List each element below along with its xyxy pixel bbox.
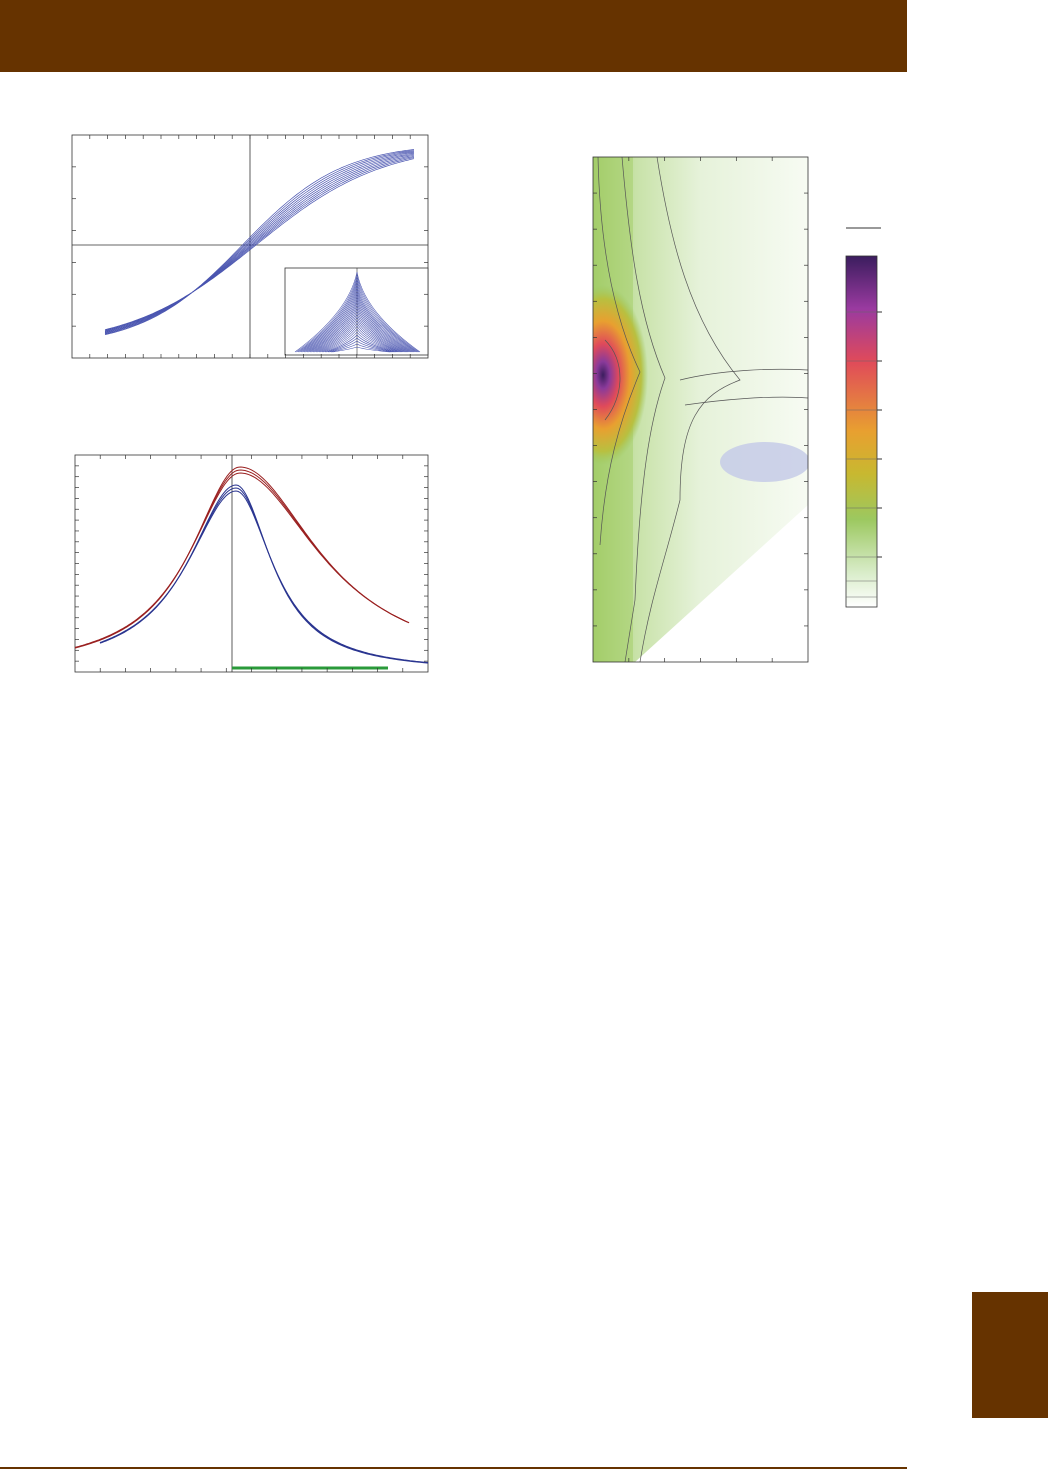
curve [317,316,403,353]
curve [296,274,419,353]
contour [597,157,641,546]
cold-region [720,442,808,482]
curve-group [74,466,429,664]
curve [104,149,415,336]
curve [323,328,398,353]
curve-group [104,149,415,336]
curve [104,158,415,331]
curve [314,310,405,353]
curve [308,297,410,353]
curve [299,280,417,353]
curve [104,155,415,332]
curve [104,154,415,332]
curve [321,325,399,353]
curve [99,484,429,664]
contour [679,368,808,381]
contour [621,157,666,662]
colorbar-ticks [846,311,882,598]
curve [303,289,413,353]
contour [684,396,808,406]
curve [74,472,410,648]
curve [329,340,393,353]
curve [104,150,415,334]
plot-frame [74,454,429,673]
curve [99,487,429,664]
curve-group [294,271,421,353]
curve [315,313,404,353]
curve [104,153,415,333]
curve [302,286,415,353]
curve [312,307,406,353]
contour [639,157,741,662]
hot-spot [593,280,653,470]
contours [597,157,808,662]
curve [297,277,418,353]
curve [320,322,400,353]
curve [104,151,415,334]
curve [99,490,429,664]
curve [309,300,409,353]
curve [74,469,410,649]
curve [104,152,415,333]
frame-ticks [72,135,808,672]
curve [294,271,421,353]
curve [318,319,401,353]
heatmap [593,157,808,662]
empty-region [635,505,808,662]
curve [305,292,412,353]
curve [306,294,411,353]
curve [330,343,392,353]
side-tab [972,1292,1048,1418]
colorbar [845,255,878,608]
curve [311,304,407,353]
footer-rule [0,1467,907,1469]
curve [326,334,395,353]
curve [300,283,416,353]
curve [327,337,394,353]
curve [104,157,415,331]
contour [604,339,621,421]
curve [104,149,415,335]
curve [324,331,397,353]
curve [332,346,391,353]
header-bar [0,0,907,72]
